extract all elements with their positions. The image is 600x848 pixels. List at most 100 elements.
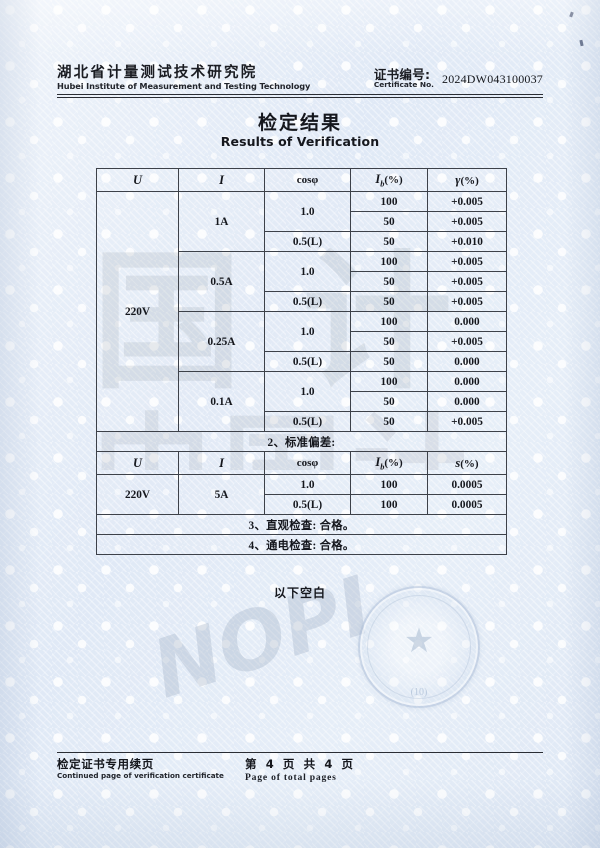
section2-note: 2、标准偏差: <box>96 431 507 452</box>
organization-name-cn: 湖北省计量测试技术研究院 <box>57 65 258 81</box>
cell-error: 0.000 <box>427 351 507 372</box>
cell-error: 0.000 <box>427 371 507 392</box>
header-divider <box>57 94 543 99</box>
col-header-voltage: U <box>96 451 179 475</box>
table-row: 220V 5A 1.0 100 0.0005 <box>96 474 507 515</box>
cell-ib: 50 <box>350 351 428 372</box>
scan-speck <box>569 11 574 18</box>
cell-stddev: 0.0005 <box>427 494 507 515</box>
col-header-error-percent: γ(%) <box>427 168 507 192</box>
table-header-row: U I cosφ Ib(%) s(%) <box>96 451 507 475</box>
cell-ib: 100 <box>350 494 428 515</box>
table-row: 2、标准偏差: <box>96 431 507 452</box>
cell-ib: 100 <box>350 371 428 392</box>
cell-voltage: 220V <box>96 474 179 515</box>
certificate-number-label: 证书编号: Certificate No. <box>374 68 434 89</box>
col-header-powerfactor: cosφ <box>264 168 351 192</box>
verification-results-table-wrap: U I cosφ Ib(%) γ(%) 220V 1A 1.0 100 +0.0… <box>96 168 507 555</box>
footer-page-cn: 第 4 页 共 4 页 <box>245 757 356 771</box>
table-row: 0.5(L) 50 +0.005 <box>97 291 507 312</box>
scan-speck <box>579 39 584 47</box>
cell-cos: 0.5(L) <box>264 494 351 515</box>
cell-cos: 1.0 <box>264 311 351 352</box>
seal-star-icon: ★ <box>403 623 435 661</box>
cell-cos: 0.5(L) <box>264 411 351 432</box>
col-header-powerfactor: cosφ <box>264 451 351 475</box>
cell-error: 0.000 <box>427 391 507 412</box>
cell-ib: 50 <box>350 271 428 292</box>
certificate-label-cn: 证书编号: <box>373 66 431 82</box>
cell-ib: 50 <box>350 231 428 252</box>
footer-page-en: Page of total pages <box>245 771 337 783</box>
cell-ib: 50 <box>350 211 428 232</box>
cell-cos: 1.0 <box>264 191 351 232</box>
section4-note: 4、通电检查: 合格。 <box>96 534 507 555</box>
certificate-number-value: 2024DW043100037 <box>442 72 543 87</box>
cell-ib: 50 <box>350 331 428 352</box>
cell-cos: 1.0 <box>264 474 351 495</box>
footer-label-en: Continued page of verification certifica… <box>57 770 224 780</box>
seal-inner-ring <box>367 595 471 699</box>
cell-voltage: 220V <box>96 191 179 432</box>
document-header: 湖北省计量测试技术研究院 Hubei Institute of Measurem… <box>57 66 543 99</box>
cell-error: +0.005 <box>427 211 507 232</box>
verification-results-table: U I cosφ Ib(%) γ(%) 220V 1A 1.0 100 +0.0… <box>96 168 507 555</box>
certificate-number-block: 证书编号: Certificate No. 2024DW043100037 <box>374 68 543 90</box>
cell-current: 0.5A <box>178 251 265 312</box>
organization-block: 湖北省计量测试技术研究院 Hubei Institute of Measurem… <box>57 66 310 90</box>
cell-error: +0.010 <box>427 231 507 252</box>
col-header-stddev-percent: s(%) <box>427 451 507 475</box>
col-header-ib-percent: Ib(%) <box>350 451 428 475</box>
cell-error: +0.005 <box>427 291 507 312</box>
cell-current: 0.25A <box>178 311 265 372</box>
cell-ib: 50 <box>350 411 428 432</box>
cell-cos: 0.5(L) <box>264 351 351 372</box>
table-row: 4、通电检查: 合格。 <box>96 534 507 555</box>
table-row: 50 +0.005 <box>97 331 507 352</box>
col-header-voltage: U <box>96 168 179 192</box>
cell-ib: 100 <box>350 251 428 272</box>
cell-current: 5A <box>178 474 265 515</box>
page-title-cn: 检定结果 <box>257 112 342 134</box>
cell-error: 0.000 <box>427 311 507 332</box>
cell-cos: 1.0 <box>264 251 351 292</box>
cell-ib: 100 <box>350 474 428 495</box>
cell-ib: 50 <box>350 291 428 312</box>
footer-left-block: 检定证书专用续页 Continued page of verification … <box>57 758 245 780</box>
table-row: 220V 1A 1.0 100 +0.005 <box>96 191 507 432</box>
table-row: 3、直观检查: 合格。 <box>96 514 507 535</box>
cell-cos: 1.0 <box>264 371 351 412</box>
table-row: 0.25A 1.0 100 0.000 <box>97 311 507 372</box>
organization-name-en: Hubei Institute of Measurement and Testi… <box>57 80 311 91</box>
section3-note: 3、直观检查: 合格。 <box>96 514 507 535</box>
certificate-label-en: Certificate No. <box>373 80 434 89</box>
seal-number: (10) <box>410 687 428 698</box>
cell-current: 0.1A <box>178 371 265 432</box>
cell-cos: 0.5(L) <box>264 231 351 252</box>
col-header-ib-percent: Ib(%) <box>350 168 428 192</box>
cell-ib: 100 <box>350 311 428 332</box>
cell-stddev: 0.0005 <box>427 474 507 495</box>
page-title-en: Results of Verification <box>220 134 380 149</box>
cell-error: +0.005 <box>427 331 507 352</box>
col-header-current: I <box>178 451 265 475</box>
blank-below-note: 以下空白 <box>273 586 326 600</box>
cell-ib: 100 <box>350 191 428 212</box>
col-header-current: I <box>178 168 265 192</box>
cell-current: 1A <box>178 191 265 252</box>
table-row: 50 +0.005 <box>97 211 507 232</box>
embossed-seal: ★ (10) <box>358 586 480 708</box>
footer-divider <box>57 752 543 753</box>
cell-error: +0.005 <box>427 191 507 212</box>
footer-label-cn: 检定证书专用续页 <box>57 757 154 771</box>
cell-ib: 50 <box>350 391 428 412</box>
table-row: 0.5A 1.0 100 +0.005 <box>97 251 507 312</box>
table-header-row: U I cosφ Ib(%) γ(%) <box>96 168 507 192</box>
document-footer: 检定证书专用续页 Continued page of verification … <box>57 752 543 783</box>
cell-error: +0.005 <box>427 411 507 432</box>
footer-page-block: 第 4 页 共 4 页 Page of total pages <box>245 758 356 783</box>
cell-cos: 0.5(L) <box>264 291 351 312</box>
cell-error: +0.005 <box>427 251 507 272</box>
cell-error: +0.005 <box>427 271 507 292</box>
